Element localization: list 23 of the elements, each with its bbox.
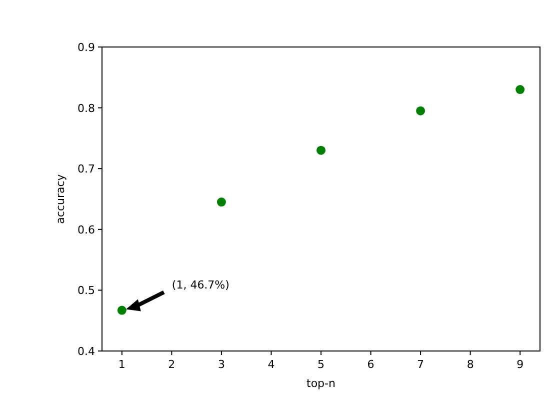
point [316, 146, 326, 155]
x-tick-label: 2 [168, 358, 176, 371]
point [416, 106, 426, 116]
point [516, 85, 525, 94]
x-tick-label: 5 [318, 358, 324, 371]
point [216, 198, 226, 207]
y-tick-label: 0.6 [78, 223, 95, 236]
x-tick-label: 4 [268, 358, 275, 371]
x-tick-label: 8 [466, 358, 474, 371]
y-tick-label: 0.7 [78, 162, 95, 176]
y-tick-label: 0.5 [78, 284, 95, 298]
x-tick-label: 3 [218, 358, 225, 371]
annotation: (1, 46.7%) [172, 278, 230, 292]
x-tick-label: 7 [417, 358, 424, 371]
y-axis-title: accuracy [54, 174, 67, 224]
x-axis-title: top-n [306, 377, 336, 390]
y-tick-label: 0.4 [78, 345, 95, 358]
point [117, 306, 126, 315]
y-tick-label: 0.9 [78, 41, 95, 54]
x-tick-label: 9 [516, 358, 524, 371]
y-tick-label: 0.8 [78, 102, 95, 115]
x-tick-label: 6 [367, 358, 374, 371]
x-tick-label: 1 [118, 358, 126, 371]
